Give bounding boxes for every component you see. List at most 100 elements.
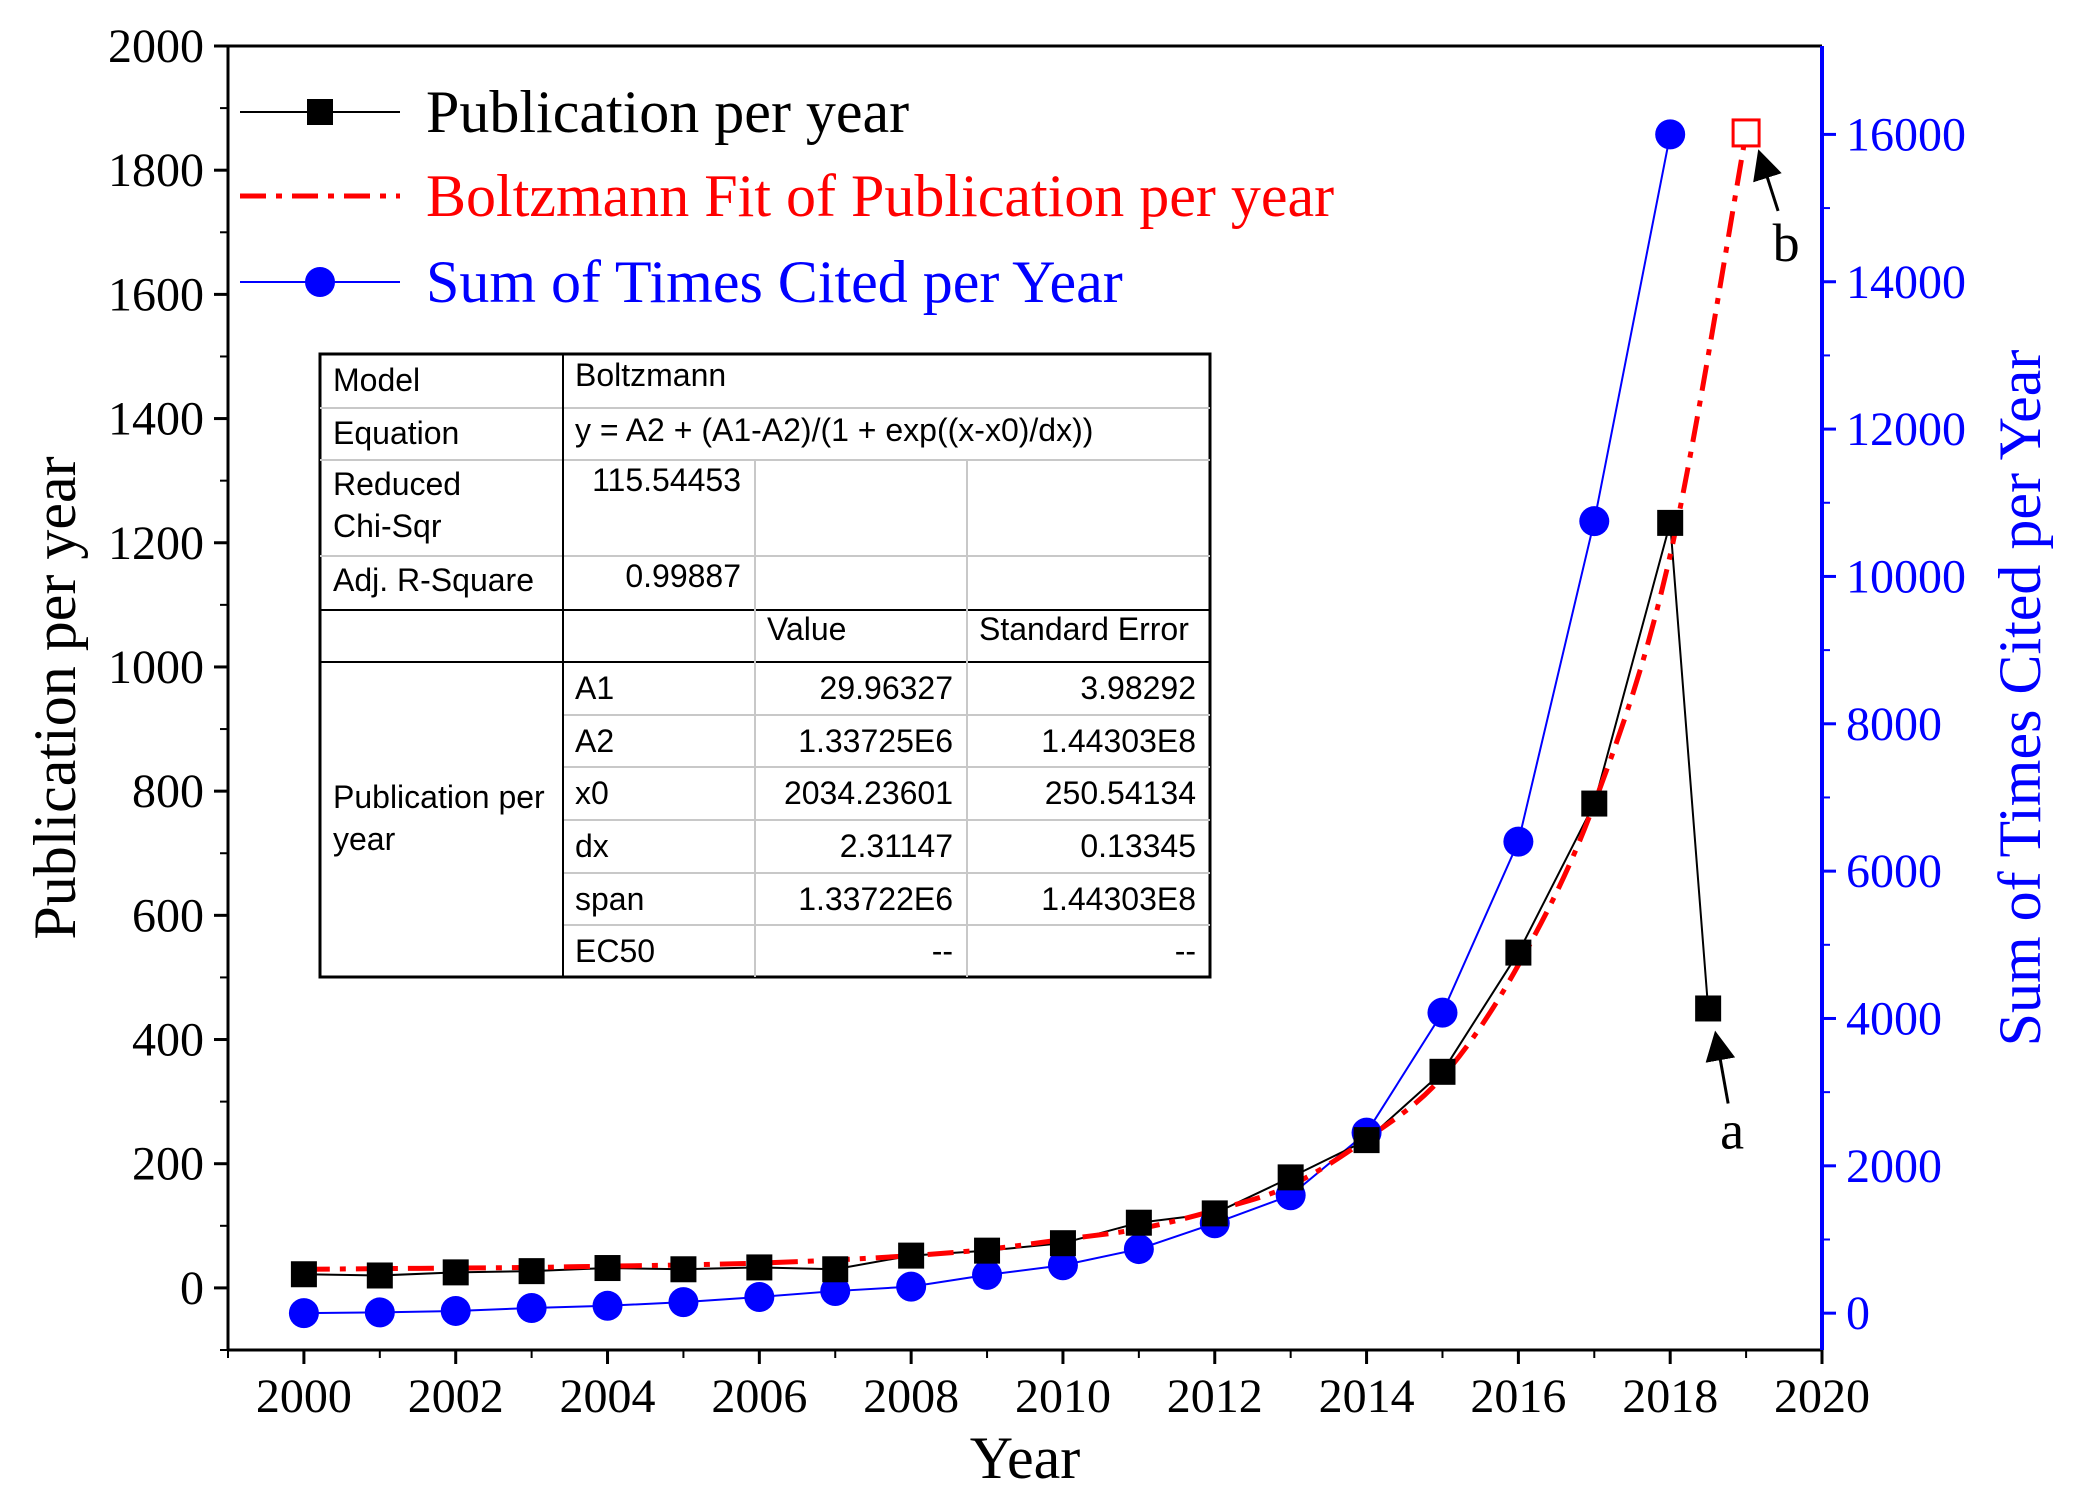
x-tick-label: 2002 bbox=[408, 1370, 504, 1423]
fit-table-label-chisqr-line: Chi-Sqr bbox=[333, 508, 442, 544]
y-right-tick-label: 4000 bbox=[1846, 992, 1942, 1045]
marker-citations bbox=[440, 1295, 471, 1326]
fit-table-param-error-line: 1.44303E8 bbox=[1041, 723, 1196, 759]
fit-table-label-chisqr: Reduced Chi-Sqr bbox=[333, 466, 461, 544]
marker-publications bbox=[898, 1242, 925, 1269]
fit-table: Model Boltzmann Equation y = A2 + (A1-A2)/(… bbox=[318, 352, 1212, 979]
fit-table-param-error-line: 250.54134 bbox=[1045, 775, 1196, 811]
fit-table-param-value: 1.33722E6 bbox=[798, 881, 953, 917]
fit-table-param-value: -- bbox=[932, 933, 953, 969]
fit-table-param-error-line: 1.44303E8 bbox=[1041, 881, 1196, 917]
marker-citations bbox=[972, 1259, 1003, 1290]
fit-table-label-rsquare: Adj. R-Square bbox=[333, 562, 534, 598]
x-tick-label: 2010 bbox=[1015, 1370, 1111, 1423]
fit-table-param-value-line: 2034.23601 bbox=[784, 775, 953, 811]
marker-citations bbox=[1579, 506, 1610, 537]
annotation-a-arrow bbox=[1705, 1030, 1736, 1104]
x-tick-label: 2008 bbox=[863, 1370, 959, 1423]
fit-table-group-label: Publication per year bbox=[333, 779, 545, 857]
x-tick-label: 2004 bbox=[560, 1370, 656, 1423]
fit-table-param-error-line: 0.13345 bbox=[1080, 828, 1196, 864]
fit-table-param-value: 2034.23601 bbox=[784, 775, 953, 811]
marker-citations bbox=[820, 1276, 851, 1307]
fit-table-header-value-line: Value bbox=[767, 611, 846, 647]
x-tick-label: 2018 bbox=[1622, 1370, 1718, 1423]
x-tick-label: 2006 bbox=[711, 1370, 807, 1423]
legend-label: Boltzmann Fit of Publication per year bbox=[426, 163, 1334, 229]
fit-table-param-name: A1 bbox=[575, 670, 614, 706]
fit-table-value-chisqr-line: 115.54453 bbox=[592, 462, 741, 498]
fit-table-param-value: 2.31147 bbox=[840, 828, 953, 864]
marker-citations bbox=[516, 1293, 547, 1324]
fit-table-param-value: 29.96327 bbox=[820, 670, 953, 706]
y-left-tick-label: 800 bbox=[132, 765, 204, 818]
y-right-tick-label: 16000 bbox=[1846, 108, 1966, 161]
fit-table-param-name-line: A2 bbox=[575, 723, 614, 759]
y-left-axis-title: Publication per year bbox=[22, 456, 88, 939]
x-tick-label: 2020 bbox=[1774, 1370, 1870, 1423]
fit-table-value-rsquare: 0.99887 bbox=[625, 558, 741, 594]
fit-table-param-error: 1.44303E8 bbox=[1041, 881, 1196, 917]
y-left-tick-label: 1800 bbox=[108, 144, 204, 197]
fit-table-value-model-line: Boltzmann bbox=[575, 357, 726, 393]
x-tick-label: 2014 bbox=[1319, 1370, 1415, 1423]
marker-publications bbox=[746, 1254, 773, 1281]
legend-marker-circle bbox=[305, 267, 335, 297]
y-left-tick-label: 1600 bbox=[108, 268, 204, 321]
marker-publications bbox=[670, 1256, 697, 1283]
fit-table-param-error: 250.54134 bbox=[1045, 775, 1196, 811]
marker-publications bbox=[1049, 1230, 1076, 1257]
fit-table-group-label-line: year bbox=[333, 821, 396, 857]
fit-table-label-equation: Equation bbox=[333, 415, 459, 451]
y-left-tick-label: 600 bbox=[132, 889, 204, 942]
y-right-tick-label: 2000 bbox=[1846, 1140, 1942, 1193]
x-tick-label: 2016 bbox=[1470, 1370, 1566, 1423]
fit-table-param-value-line: 1.33725E6 bbox=[798, 723, 953, 759]
y-right-axis-title: Sum of Times Cited per Year bbox=[1987, 350, 2053, 1047]
fit-table-param-error: 0.13345 bbox=[1080, 828, 1196, 864]
legend-marker-square bbox=[307, 99, 333, 125]
marker-citations bbox=[1123, 1234, 1154, 1265]
fit-table-param-error: 1.44303E8 bbox=[1041, 723, 1196, 759]
fit-table-value-rsquare-line: 0.99887 bbox=[625, 558, 741, 594]
fit-table-value-chisqr: 115.54453 bbox=[592, 462, 741, 498]
y-right-tick-label: 0 bbox=[1846, 1287, 1870, 1340]
marker-citations bbox=[1655, 119, 1686, 150]
marker-publications bbox=[290, 1261, 317, 1288]
fit-table-param-name-line: A1 bbox=[575, 670, 614, 706]
y-right-tick-label: 6000 bbox=[1846, 845, 1942, 898]
marker-citations bbox=[592, 1290, 623, 1321]
fit-table-label-model: Model bbox=[333, 362, 420, 398]
fit-table-param-error: 3.98292 bbox=[1080, 670, 1196, 706]
marker-publications bbox=[1505, 939, 1532, 966]
fit-table-param-value-line: 1.33722E6 bbox=[798, 881, 953, 917]
marker-publications bbox=[1353, 1127, 1380, 1154]
y-left-tick-label: 400 bbox=[132, 1014, 204, 1067]
fit-table-value-equation-line: y = A2 + (A1-A2)/(1 + exp((x-x0)/dx)) bbox=[575, 412, 1093, 448]
fit-table-label-equation-line: Equation bbox=[333, 415, 459, 451]
fit-table-value-equation: y = A2 + (A1-A2)/(1 + exp((x-x0)/dx)) bbox=[575, 412, 1093, 448]
marker-citations bbox=[364, 1297, 395, 1328]
fit-table-value-model: Boltzmann bbox=[575, 357, 726, 393]
marker-citations bbox=[1047, 1250, 1078, 1281]
fit-table-param-name: A2 bbox=[575, 723, 614, 759]
fit-table-param-name: span bbox=[575, 881, 644, 917]
y-right-tick-label: 10000 bbox=[1846, 550, 1966, 603]
y-left-tick-label: 1200 bbox=[108, 517, 204, 570]
y-right-tick-label: 8000 bbox=[1846, 698, 1942, 751]
fit-table-param-name-line: EC50 bbox=[575, 933, 655, 969]
fit-table-param-name-line: span bbox=[575, 881, 644, 917]
y-right-tick-label: 14000 bbox=[1846, 256, 1966, 309]
marker-publications bbox=[366, 1262, 393, 1289]
fit-table-param-value-line: -- bbox=[932, 933, 953, 969]
fit-table-label-chisqr-line: Reduced bbox=[333, 466, 461, 502]
y-left-tick-label: 200 bbox=[132, 1138, 204, 1191]
marker-publications bbox=[1277, 1164, 1304, 1191]
marker-publications bbox=[1429, 1058, 1456, 1085]
fit-table-header-error: Standard Error bbox=[979, 611, 1189, 647]
marker-publications bbox=[1201, 1200, 1228, 1227]
fit-table-param-name: x0 bbox=[575, 775, 609, 811]
legend-label: Publication per year bbox=[426, 79, 909, 145]
y-left-tick-label: 2000 bbox=[108, 20, 204, 73]
